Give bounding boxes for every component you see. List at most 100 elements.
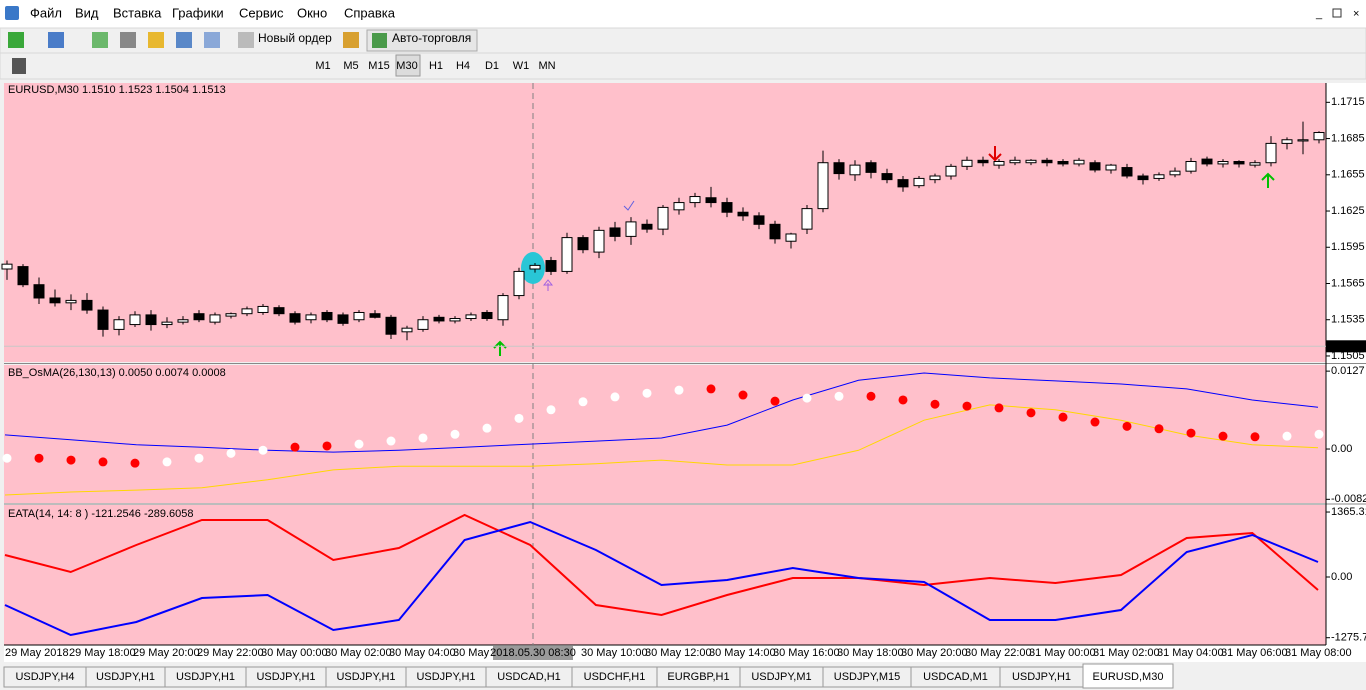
indicator-dot bbox=[898, 395, 908, 405]
y-tick-label: 1.1535 bbox=[1331, 314, 1365, 326]
chart-tab-label[interactable]: USDJPY,H1 bbox=[176, 671, 235, 683]
candle-body bbox=[241, 308, 253, 315]
indicator-dot bbox=[482, 423, 492, 433]
timeframe-button[interactable]: D1 bbox=[485, 60, 499, 72]
indicator-dot bbox=[98, 457, 108, 467]
menu-item[interactable]: Вставка bbox=[113, 5, 162, 20]
x-tick-label: 29 May 18:00 bbox=[69, 647, 136, 659]
candle-body bbox=[113, 319, 125, 330]
menu-item[interactable]: Сервис bbox=[239, 5, 284, 20]
chart-tab-label[interactable]: USDJPY,H4 bbox=[15, 671, 74, 683]
candle-body bbox=[721, 202, 733, 213]
new-order-label[interactable]: Новый ордер bbox=[258, 31, 332, 45]
indicator-dot bbox=[930, 399, 940, 409]
indicator-dot bbox=[258, 445, 268, 455]
candle-body bbox=[97, 309, 109, 330]
candle-body bbox=[1313, 132, 1325, 141]
candle-body bbox=[737, 211, 749, 217]
candle-body bbox=[1153, 174, 1165, 179]
timeframe-button[interactable]: H1 bbox=[429, 60, 443, 72]
minimize-button[interactable]: _ bbox=[1315, 8, 1323, 20]
indicator-dot bbox=[34, 453, 44, 463]
x-tick-label: 30 May 02:00 bbox=[325, 647, 392, 659]
candle-body bbox=[289, 313, 301, 323]
candle-body bbox=[433, 316, 445, 322]
chart-tab-label[interactable]: USDJPY,H1 bbox=[256, 671, 315, 683]
candle-body bbox=[753, 215, 765, 225]
timeframe-button[interactable]: H4 bbox=[456, 60, 470, 72]
timeframe-button[interactable]: M30 bbox=[396, 60, 417, 72]
chart-tab-label[interactable]: EURUSD,M30 bbox=[1093, 671, 1164, 683]
x-tick-label: 29 May 22:00 bbox=[197, 647, 264, 659]
close-button[interactable]: × bbox=[1353, 8, 1359, 20]
candle-body bbox=[561, 237, 573, 272]
new-chart-icon[interactable] bbox=[8, 32, 24, 48]
y-tick-label: 1.1625 bbox=[1331, 205, 1365, 217]
chart-tab-label[interactable]: USDJPY,H1 bbox=[416, 671, 475, 683]
buy-arrow bbox=[1261, 172, 1275, 188]
indicator-dot bbox=[354, 439, 364, 449]
indicator-dot bbox=[1218, 431, 1228, 441]
menu-item[interactable]: Окно bbox=[297, 5, 327, 20]
indicator-dot bbox=[738, 390, 748, 400]
profiles-icon[interactable] bbox=[48, 32, 64, 48]
chart-tab-label[interactable]: USDCAD,M1 bbox=[923, 671, 988, 683]
candle-body bbox=[145, 314, 157, 326]
candle-body bbox=[785, 233, 797, 242]
timeframe-button[interactable]: M15 bbox=[368, 60, 389, 72]
metaeditor-icon[interactable] bbox=[343, 32, 359, 48]
cursor-tool[interactable] bbox=[12, 58, 26, 74]
menu-item[interactable]: Вид bbox=[75, 5, 99, 20]
y-tick-label: 0.0127 bbox=[1331, 365, 1365, 377]
data-window-icon[interactable] bbox=[120, 32, 136, 48]
x-tick-label: 30 May 04:00 bbox=[389, 647, 456, 659]
indicator-dot bbox=[1122, 421, 1132, 431]
indicator-dot bbox=[642, 388, 652, 398]
market-watch-icon[interactable] bbox=[92, 32, 108, 48]
terminal-icon[interactable] bbox=[176, 32, 192, 48]
menu-item[interactable]: Файл bbox=[30, 5, 62, 20]
indicator-dot bbox=[1282, 431, 1292, 441]
chart-tab-label[interactable]: USDJPY,H1 bbox=[336, 671, 395, 683]
indicator-dot bbox=[578, 397, 588, 407]
chart-tab[interactable] bbox=[1082, 663, 1174, 689]
y-tick-label: 0.00 bbox=[1331, 571, 1352, 583]
candle-body bbox=[369, 313, 381, 318]
chart-tab-label[interactable]: USDJPY,H1 bbox=[96, 671, 155, 683]
x-tick-label: 30 May 00:00 bbox=[261, 647, 328, 659]
auto-trading-label[interactable]: Авто-торговля bbox=[392, 31, 471, 45]
candle-body bbox=[1201, 158, 1213, 165]
navigator-icon[interactable] bbox=[148, 32, 164, 48]
candle-body bbox=[945, 165, 957, 177]
candle-body bbox=[257, 305, 269, 313]
timeframe-button[interactable]: M1 bbox=[315, 60, 330, 72]
indicator-header: EATA(14, 14: 8 ) -121.2546 -289.6058 bbox=[8, 508, 194, 520]
chart-tab-label[interactable]: USDCAD,H1 bbox=[497, 671, 561, 683]
candle-body bbox=[1041, 159, 1053, 164]
candle-body bbox=[833, 162, 845, 175]
candle-body bbox=[657, 206, 669, 230]
restore-button[interactable] bbox=[1332, 8, 1342, 18]
timeframe-button[interactable]: W1 bbox=[513, 60, 530, 72]
chart-tab-label[interactable]: USDJPY,M15 bbox=[834, 671, 900, 683]
crosshair-time: 2018.05.30 08:30 bbox=[490, 647, 576, 659]
candle-body bbox=[609, 227, 621, 237]
timeframe-button[interactable]: MN bbox=[538, 60, 555, 72]
app-icon bbox=[5, 6, 19, 20]
candle-body bbox=[129, 314, 141, 326]
auto-trading-button[interactable] bbox=[366, 29, 478, 52]
menu-item[interactable]: Графики bbox=[172, 5, 224, 20]
x-tick-label: 30 May 20:00 bbox=[901, 647, 968, 659]
indicator-dot bbox=[162, 457, 172, 467]
new-order-icon[interactable] bbox=[238, 32, 254, 48]
chart-tab-label[interactable]: USDCHF,H1 bbox=[584, 671, 646, 683]
candle-body bbox=[449, 318, 461, 322]
tester-icon[interactable] bbox=[204, 32, 220, 48]
candle-body bbox=[337, 314, 349, 324]
chart-tab-label[interactable]: EURGBP,H1 bbox=[667, 671, 729, 683]
menu-item[interactable]: Справка bbox=[344, 5, 396, 20]
chart-tab-label[interactable]: USDJPY,H1 bbox=[1012, 671, 1071, 683]
timeframe-button[interactable]: M5 bbox=[343, 60, 358, 72]
chart-tab-label[interactable]: USDJPY,M1 bbox=[751, 671, 811, 683]
